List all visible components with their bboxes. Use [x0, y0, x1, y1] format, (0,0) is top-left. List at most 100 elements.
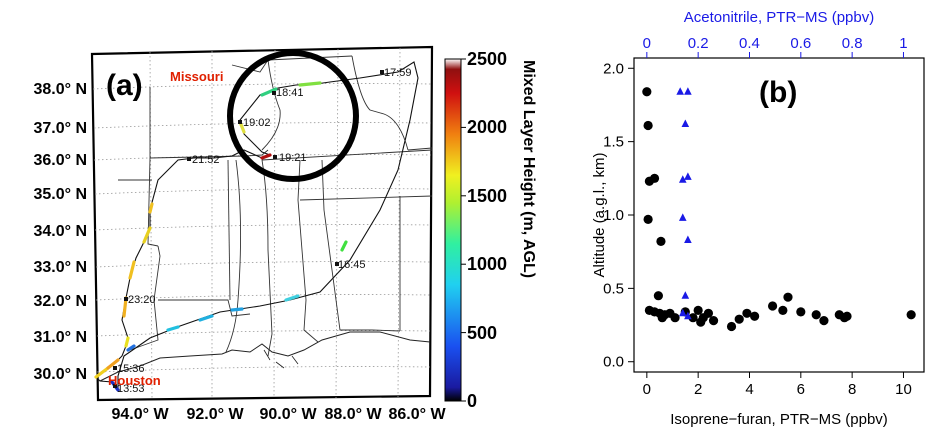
isoprene-point: [778, 305, 788, 315]
isoprene-point: [767, 301, 778, 311]
map-frame: [90, 45, 434, 402]
time-labels: 17:59 18:41 19:02 19:21 21:52 16:45 23:2…: [117, 67, 412, 395]
isoprene-point: [726, 321, 737, 332]
isoprene-point: [653, 291, 663, 301]
isoprene-point: [796, 307, 806, 317]
time-markers: [113, 70, 384, 388]
top-tick-label: 0.6: [790, 35, 811, 52]
isoprene-point: [906, 310, 916, 320]
lat-label: 37.0° N: [33, 120, 87, 137]
y-axis-ticks: 0.0 0.5 1.0 1.5 2.0: [603, 60, 634, 371]
isoprene-point: [643, 214, 653, 225]
lat-label: 31.0° N: [33, 329, 87, 346]
lon-label: 90.0° W: [259, 406, 317, 423]
acetonitrile-point: [684, 172, 692, 180]
isoprene-point: [811, 310, 821, 320]
lat-label: 36.0° N: [33, 152, 87, 169]
isoprene-point: [644, 176, 654, 186]
top-tick-label: 0: [643, 35, 651, 52]
x-tick-label: 10: [895, 381, 912, 398]
acetonitrile-point: [684, 87, 692, 95]
colorbar-tick-label: 2500: [467, 49, 507, 69]
lat-label: 34.0° N: [33, 223, 87, 240]
time-label: 19:21: [279, 152, 307, 164]
acetonitrile-point: [681, 291, 690, 299]
isoprene-point: [742, 308, 752, 318]
time-label: 16:45: [338, 259, 366, 271]
y-tick-label: 0.0: [603, 354, 624, 371]
lon-label: 92.0° W: [186, 406, 244, 423]
colorbar-tick-labels: 2500 2000 1500 1000 500 0: [467, 49, 507, 411]
y-tick-label: 1.5: [603, 134, 624, 151]
acetonitrile-point: [676, 87, 684, 95]
isoprene-point: [708, 316, 719, 326]
colorbar-tick-label: 1500: [467, 186, 507, 206]
scatter-panel: (b) 0 2 4 6 8 10 0 0.2 0.4 0.6 0.8 1 0.0 0.5 1.0 1.5 2…: [591, 9, 925, 428]
panel-b-label: (b): [759, 76, 797, 109]
isoprene-point: [693, 305, 703, 315]
time-label: 18:41: [276, 87, 304, 99]
delta-lines: [263, 349, 299, 369]
isoprene-point: [696, 317, 706, 327]
colorbar-tick-label: 0: [467, 391, 477, 411]
x-tick-label: 6: [797, 381, 805, 398]
top-tick-label: 1: [899, 35, 907, 52]
colorbar: 2500 2000 1500 1000 500 0 Mixed Layer He…: [444, 49, 537, 411]
top-tick-label: 0.4: [739, 35, 760, 52]
colorbar-tick-label: 1000: [467, 254, 507, 274]
x-tick-label: 0: [643, 381, 651, 398]
acetonitrile-point: [684, 311, 692, 320]
lon-labels: 94.0° W 92.0° W 90.0° W 88.0° W 86.0° W: [111, 406, 446, 423]
isoprene-point: [688, 313, 698, 323]
lat-label: 35.0° N: [33, 186, 87, 203]
time-label: 23:20: [128, 294, 156, 306]
flight-track: [95, 61, 419, 392]
time-label: 13:53: [117, 383, 145, 395]
isoprene-point: [842, 311, 852, 321]
x-axis-label: Isoprene−furan, PTR−MS (ppbv): [670, 411, 888, 428]
isoprene-point: [783, 292, 793, 302]
highlight-circle: [227, 50, 359, 182]
x-tick-label: 2: [694, 381, 702, 398]
data-points: [642, 87, 916, 332]
colorbar-tick-label: 500: [467, 323, 497, 343]
lat-label: 38.0° N: [33, 81, 87, 98]
acetonitrile-point: [681, 119, 690, 128]
lon-label: 94.0° W: [111, 406, 169, 423]
missouri-label: Missouri: [170, 69, 223, 84]
isoprene-point: [670, 313, 680, 323]
isoprene-point: [657, 313, 667, 323]
time-label: 17:59: [384, 67, 412, 79]
houston-label: Houston: [108, 373, 161, 388]
time-label: 21:52: [192, 154, 220, 166]
time-label: 19:02: [243, 117, 271, 129]
top-tick-label: 0.2: [688, 35, 709, 52]
lat-labels: 38.0° N 37.0° N 36.0° N 35.0° N 34.0° N …: [33, 81, 87, 383]
acetonitrile-point: [678, 175, 687, 183]
top-axis-label: Acetonitrile, PTR−MS (ppbv): [684, 9, 874, 26]
y-tick-label: 2.0: [603, 60, 624, 77]
colorbar-tick-label: 2000: [467, 117, 507, 137]
lat-label: 32.0° N: [33, 293, 87, 310]
time-label: 15:36: [117, 363, 145, 375]
y-tick-label: 1.0: [603, 207, 624, 224]
colorbar-ticks: [461, 58, 466, 402]
top-axis-ticks: 0 0.2 0.4 0.6 0.8 1: [643, 35, 908, 58]
acetonitrile-point: [684, 235, 692, 243]
colorbar-gradient: [444, 58, 462, 402]
lon-label: 88.0° W: [324, 406, 382, 423]
map-panel: 17:59 18:41 19:02 19:21 21:52 16:45 23:2…: [33, 45, 446, 423]
y-axis-label: Altitude (a.g.l., km): [591, 152, 608, 277]
y-tick-label: 0.5: [603, 280, 624, 297]
isoprene-point: [656, 236, 666, 247]
isoprene-point: [819, 316, 829, 326]
isoprene-point: [643, 120, 653, 131]
panel-a-label: (a): [106, 69, 143, 102]
lat-label: 33.0° N: [33, 259, 87, 276]
top-tick-label: 0.8: [842, 35, 863, 52]
acetonitrile-point: [678, 213, 687, 221]
colorbar-title: Mixed Layer Height (m, AGL): [520, 60, 537, 278]
isoprene-point: [734, 314, 744, 324]
isoprene-point: [642, 87, 652, 97]
